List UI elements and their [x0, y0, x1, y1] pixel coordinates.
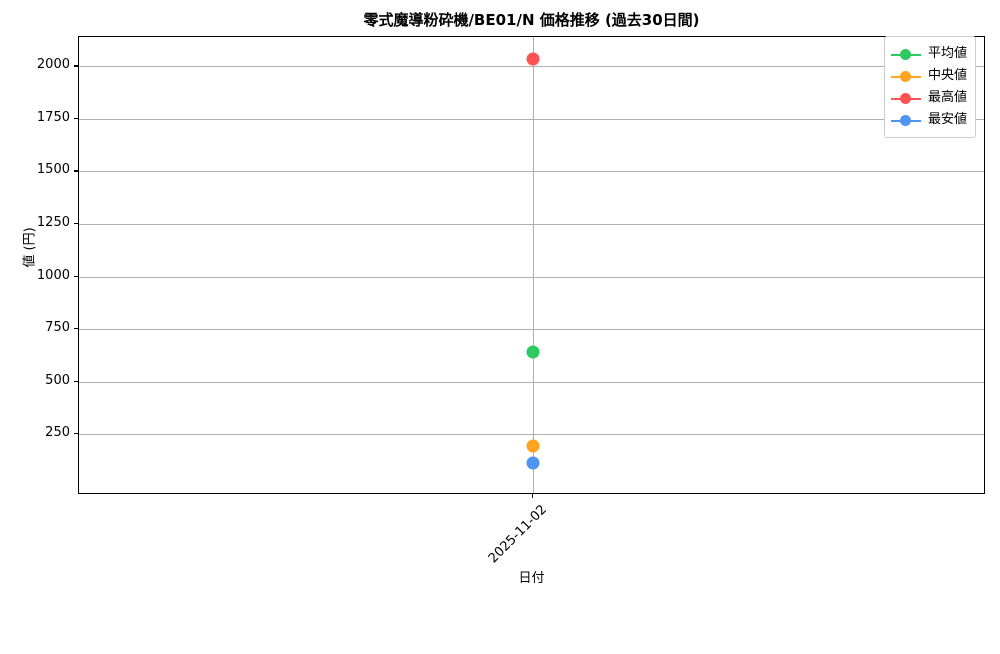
x-axis-label: 日付: [518, 571, 545, 586]
legend-marker-icon: [891, 48, 921, 61]
legend-marker-icon: [891, 70, 921, 83]
gridline-horizontal: [79, 276, 984, 278]
y-tick-label: 500: [45, 372, 70, 388]
legend-marker-icon: [891, 114, 921, 127]
gridline-horizontal: [79, 66, 984, 68]
y-tick-mark: [74, 222, 78, 225]
gridline-horizontal: [79, 381, 984, 383]
data-point-marker: [526, 52, 539, 66]
y-tick-mark: [74, 117, 78, 120]
legend-item-3[interactable]: 最安値: [891, 109, 967, 131]
y-axis-label: 値 (円): [22, 227, 38, 268]
legend-item-2[interactable]: 最高値: [891, 87, 967, 109]
y-tick-mark: [74, 170, 78, 172]
legend-item-0[interactable]: 平均値: [891, 43, 967, 65]
y-tick-label: 1250: [36, 214, 70, 230]
y-tick-label: 1500: [36, 162, 70, 178]
y-tick-mark: [74, 275, 78, 277]
data-point-marker: [526, 345, 539, 359]
y-tick-label: 1000: [36, 267, 70, 283]
x-tick-mark: [531, 494, 533, 498]
y-tick-mark: [74, 433, 78, 435]
gridline-horizontal: [79, 329, 984, 331]
legend-marker-icon: [891, 92, 921, 105]
gridline-horizontal: [79, 434, 984, 436]
legend-item-label: 最安値: [928, 112, 968, 127]
y-tick-label: 250: [45, 425, 70, 441]
legend-item-label: 中央値: [928, 68, 968, 83]
chart-figure: 零式魔導粉砕機/BE01/N 価格推移 (過去30日間) 250 500 750 10…: [22, 11, 985, 586]
y-tick-label: 2000: [36, 57, 70, 73]
plot-area: [78, 36, 985, 494]
gridline-horizontal: [79, 223, 984, 225]
legend-item-label: 平均値: [928, 46, 968, 61]
y-tick-mark: [74, 380, 78, 382]
legend-item-1[interactable]: 中央値: [891, 65, 967, 87]
data-point-marker: [526, 439, 539, 453]
gridline-horizontal: [79, 171, 984, 173]
y-tick-mark: [74, 65, 78, 67]
chart-legend: 平均値中央値最高値最安値: [884, 36, 977, 138]
y-tick-mark: [74, 328, 78, 330]
gridline-horizontal: [79, 118, 984, 120]
data-point-marker: [526, 456, 539, 470]
y-tick-label: 1750: [36, 109, 70, 125]
legend-item-label: 最高値: [928, 90, 968, 105]
chart-title: 零式魔導粉砕機/BE01/N 価格推移 (過去30日間): [363, 11, 700, 29]
gridline-vertical: [532, 37, 534, 493]
y-tick-label: 750: [45, 320, 70, 336]
